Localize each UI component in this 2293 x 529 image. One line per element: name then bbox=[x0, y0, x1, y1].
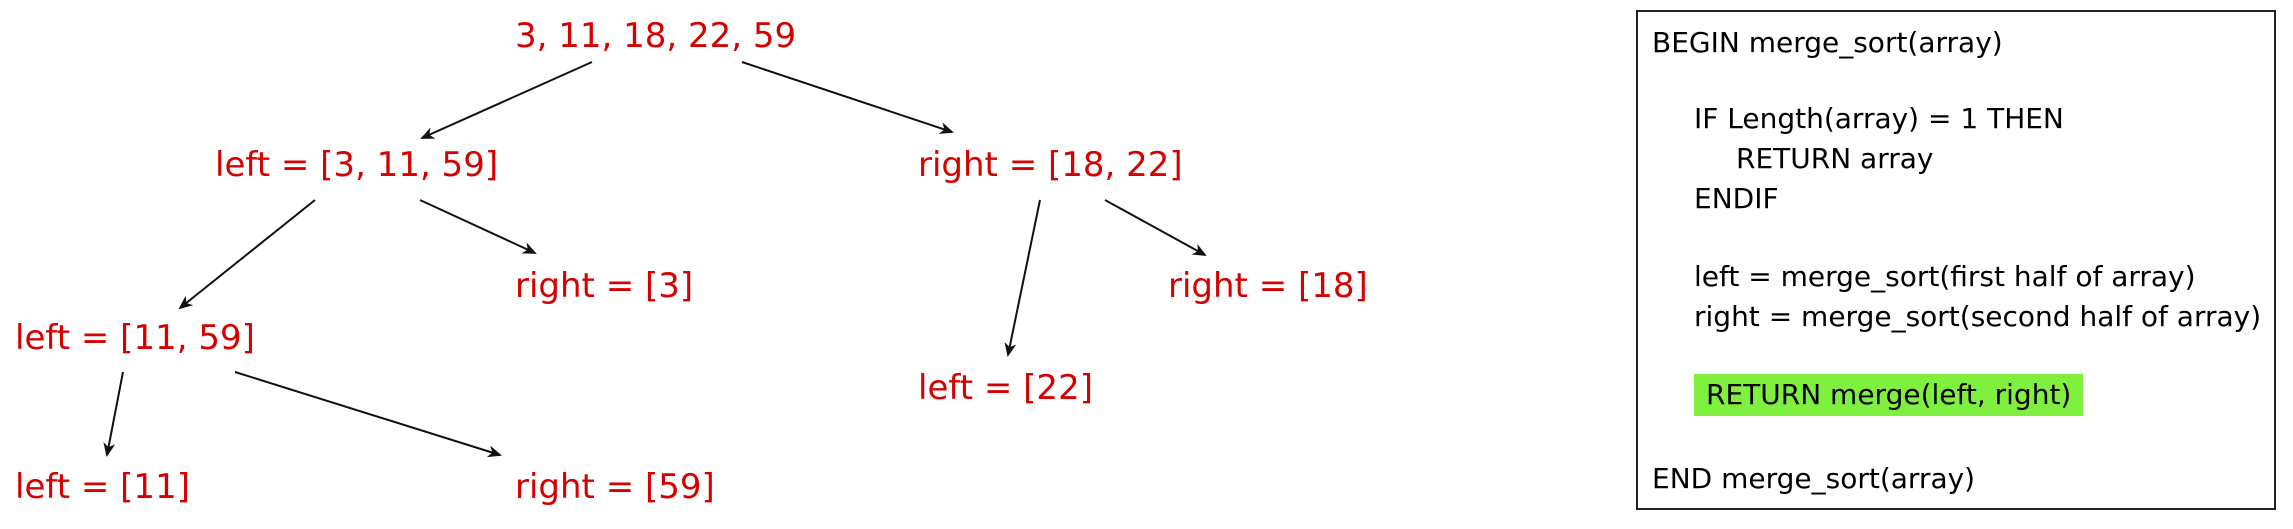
node-left: left = [3, 11, 59] bbox=[215, 145, 499, 185]
code-endif: ENDIF bbox=[1694, 182, 1779, 215]
tree-arrows bbox=[103, 61, 1207, 458]
merge-sort-tree: 3, 11, 18, 22, 59 left = [3, 11, 59] rig… bbox=[15, 16, 1368, 507]
node-left-left-right: right = [59] bbox=[515, 467, 715, 507]
arrow-left-left-to-left-left-right bbox=[234, 371, 502, 458]
code-if: IF Length(array) = 1 THEN bbox=[1694, 102, 2064, 135]
arrow-right-to-right-left bbox=[1004, 199, 1041, 357]
arrow-root-to-left bbox=[420, 61, 593, 139]
code-return-merge-highlighted: RETURN merge(left, right) bbox=[1694, 374, 2084, 416]
arrow-left-to-left-left bbox=[178, 199, 316, 310]
pseudocode-panel: BEGIN merge_sort(array) IF Length(array)… bbox=[1636, 10, 2276, 510]
code-end: END merge_sort(array) bbox=[1652, 462, 1976, 495]
node-left-left-left: left = [11] bbox=[15, 467, 190, 507]
arrow-left-left-to-left-left-left bbox=[103, 371, 124, 457]
node-right: right = [18, 22] bbox=[918, 145, 1183, 185]
code-begin: BEGIN merge_sort(array) bbox=[1652, 26, 2003, 59]
node-left-left: left = [11, 59] bbox=[15, 318, 255, 358]
code-right-assign: right = merge_sort(second half of array) bbox=[1694, 300, 2262, 333]
node-root: 3, 11, 18, 22, 59 bbox=[515, 16, 797, 56]
arrow-root-to-right bbox=[741, 61, 954, 134]
arrow-left-to-left-right bbox=[419, 199, 537, 254]
node-left-right: right = [3] bbox=[515, 266, 694, 306]
code-return-array: RETURN array bbox=[1736, 142, 1934, 175]
arrow-right-to-right-right bbox=[1104, 199, 1207, 256]
code-left-assign: left = merge_sort(first half of array) bbox=[1694, 260, 2196, 293]
node-right-right: right = [18] bbox=[1168, 266, 1368, 306]
node-right-left: left = [22] bbox=[918, 368, 1093, 408]
